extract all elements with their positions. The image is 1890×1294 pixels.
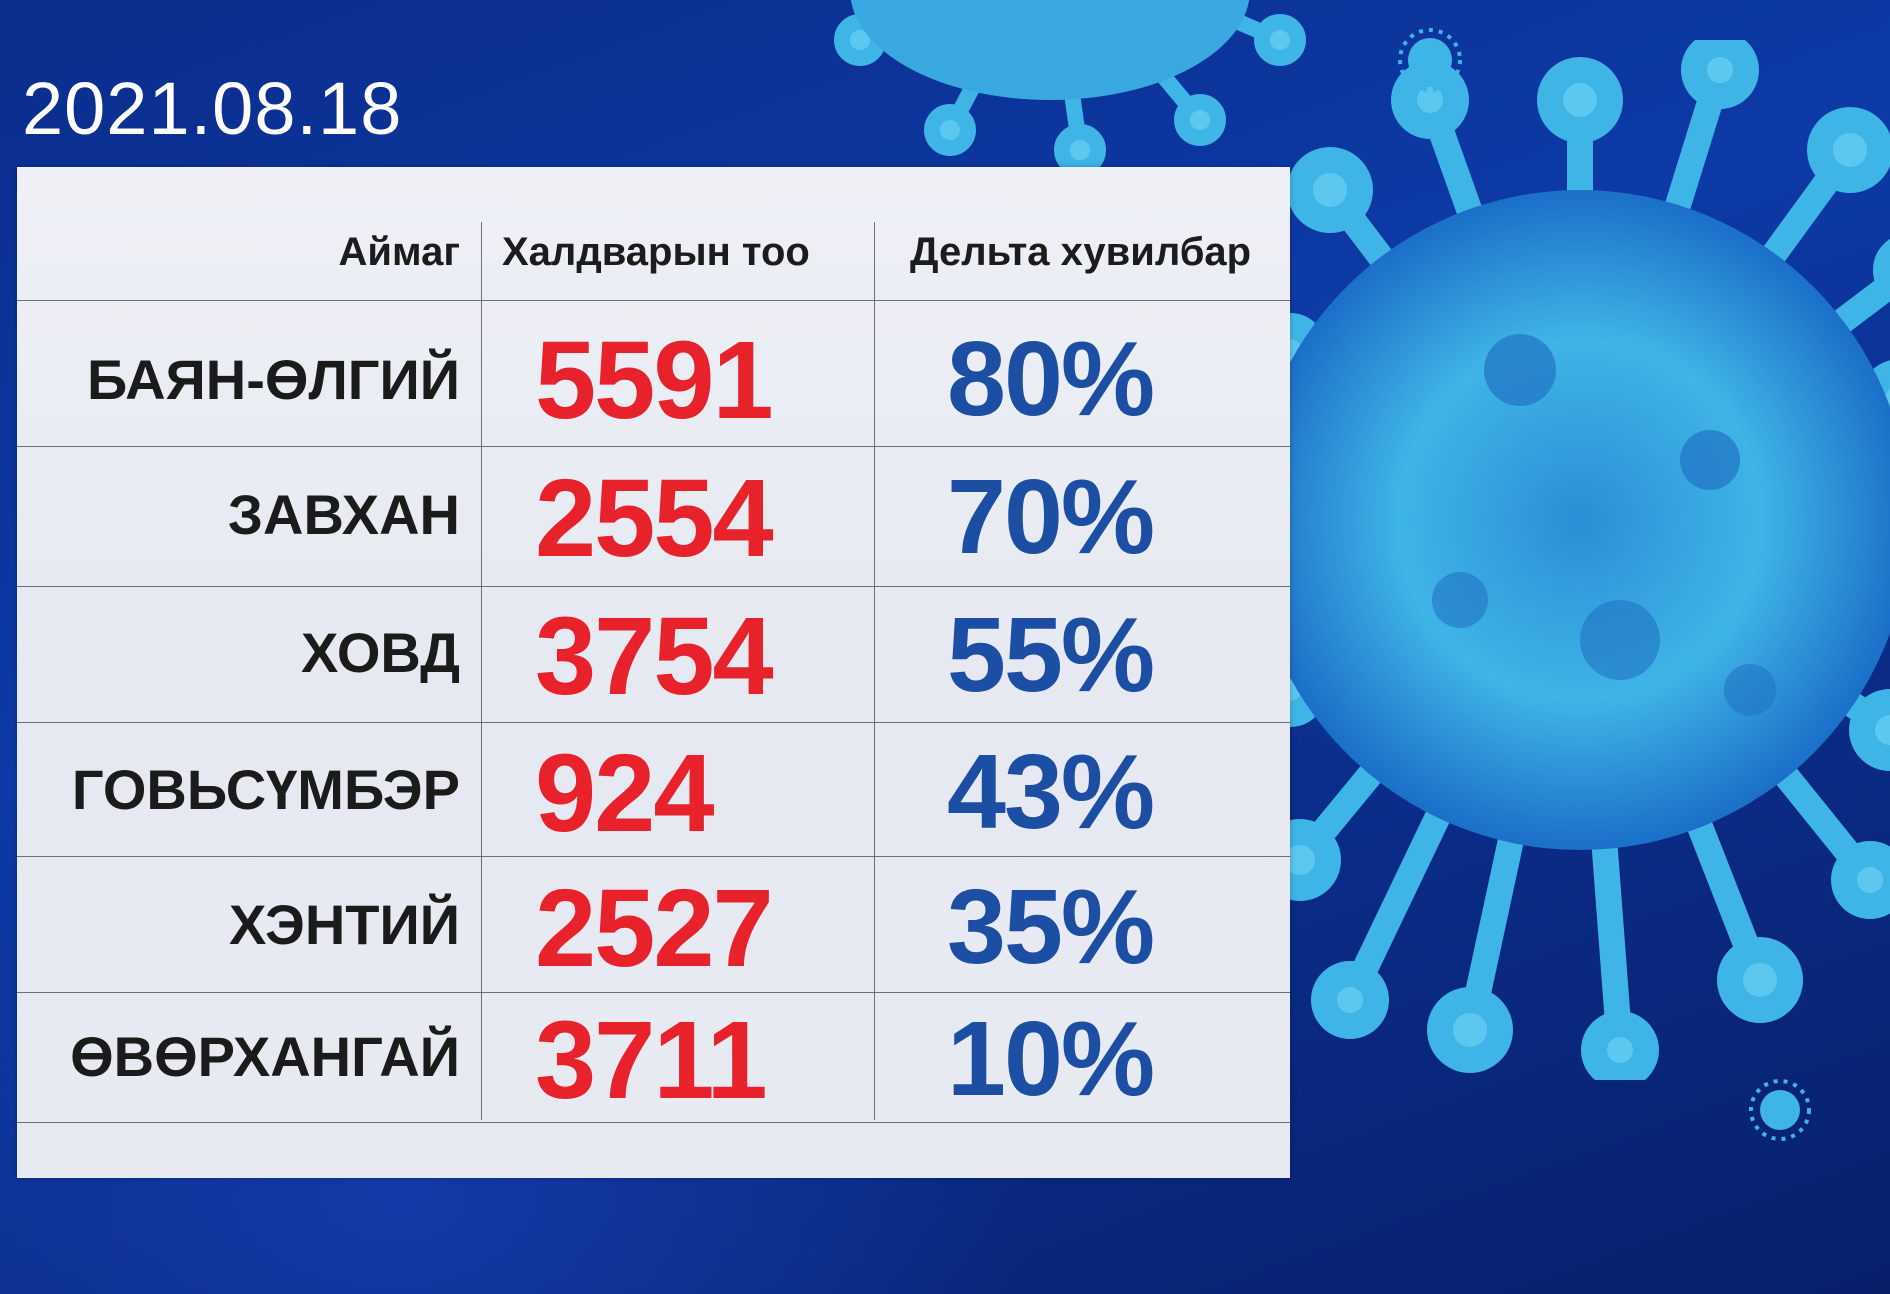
row-divider (17, 300, 1290, 301)
column-divider (481, 222, 482, 1120)
virus-particle-icon (1398, 28, 1462, 92)
row-divider (17, 992, 1290, 993)
row-aimag: ЗАВХАН (227, 483, 460, 546)
coronavirus-small-icon (834, 0, 1306, 170)
row-cases: 5591 (535, 319, 774, 442)
date-label: 2021.08.18 (22, 67, 403, 150)
row-divider (17, 1122, 1290, 1123)
row-delta: 10% (947, 1000, 1155, 1118)
row-cases: 2554 (535, 457, 774, 580)
row-delta: 70% (947, 458, 1155, 576)
row-aimag: ХОВД (300, 621, 460, 684)
data-table: Аймаг Халдварын тоо Дельта хувилбар БАЯН… (17, 167, 1290, 1178)
virus-particle-icon (1749, 1079, 1811, 1141)
row-delta: 80% (947, 320, 1155, 438)
row-divider (17, 856, 1290, 857)
row-delta: 35% (947, 868, 1155, 986)
row-cases: 924 (535, 732, 715, 855)
column-divider (874, 222, 875, 1120)
header-cases: Халдварын тоо (502, 230, 810, 274)
coronavirus-icon (1290, 40, 1890, 1080)
row-aimag: БАЯН-ӨЛГИЙ (87, 348, 460, 411)
row-cases: 3754 (535, 595, 774, 718)
header-aimag: Аймаг (338, 230, 460, 274)
header-delta: Дельта хувилбар (910, 230, 1252, 274)
row-delta: 55% (947, 596, 1155, 714)
row-divider (17, 722, 1290, 723)
row-aimag: ӨВӨРХАНГАЙ (70, 1025, 460, 1088)
row-divider (17, 446, 1290, 447)
row-cases: 3711 (535, 999, 768, 1122)
row-aimag: ХЭНТИЙ (229, 893, 460, 956)
row-aimag: ГОВЬСҮМБЭР (71, 758, 460, 821)
row-cases: 2527 (535, 867, 774, 990)
row-delta: 43% (947, 733, 1155, 851)
row-divider (17, 586, 1290, 587)
